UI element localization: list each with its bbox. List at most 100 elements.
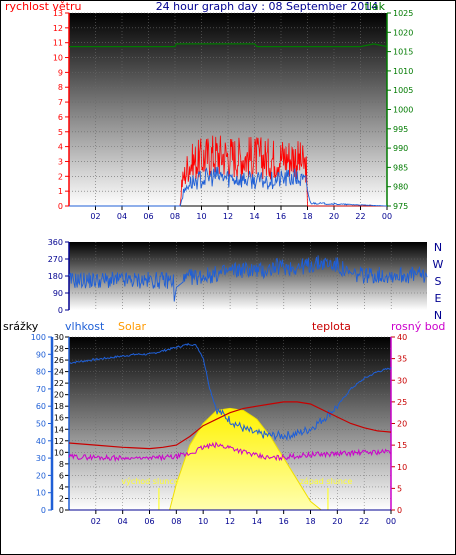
precip-axis-tick-label: 20 [36, 471, 46, 480]
wind-axis-tick-label: 1 [58, 187, 63, 196]
compass-label: W [433, 258, 444, 271]
top-series [69, 43, 388, 207]
wind-axis-tick-label: 10 [53, 54, 63, 63]
dewpoint-line [68, 441, 392, 463]
dewpoint-axis-title: rosný bod [391, 320, 445, 333]
precip-axis-tick-label: 0 [41, 506, 46, 515]
wind-axis-tick-label: 5 [58, 128, 63, 137]
top-x-tick-label: 08 [170, 212, 180, 221]
solar-axis-title: Solar [118, 320, 147, 333]
pressure-axis-tick-label: 1005 [393, 86, 413, 95]
temperature-axis-tick-label: 35 [397, 355, 407, 364]
bottom-x-tick-label: 20 [332, 517, 342, 526]
temperature-axis-tick-label: 0 [397, 506, 402, 515]
humidity-axis-tick-label: 30 [54, 333, 64, 342]
bottom-x-tick-label: 02 [91, 517, 101, 526]
humidity-axis-tick-label: 12 [54, 437, 64, 446]
precip-axis-tick-label: 50 [36, 420, 46, 429]
precip-axis-tick-label: 30 [36, 454, 46, 463]
pressure-axis-tick-label: 1020 [393, 28, 413, 37]
solar-area [158, 407, 329, 511]
wind-speed-line [69, 166, 387, 207]
top-x-tick-label: 12 [223, 212, 233, 221]
precip-axis-tick-label: 10 [36, 489, 46, 498]
humidity-axis-tick-label: 6 [59, 471, 64, 480]
bottom-x-tick-label: 00 [386, 517, 396, 526]
temperature-axis-tick-label: 20 [397, 420, 407, 429]
direction-axis-tick-label: 0 [58, 306, 63, 315]
compass-label: N [434, 309, 442, 322]
wind-axis-tick-label: 8 [58, 83, 63, 92]
humidity-axis-tick-label: 18 [54, 402, 64, 411]
bottom-axes: 0102030405060708090100024681012141618202… [31, 333, 407, 526]
top-x-tick-label: 10 [196, 212, 206, 221]
bottom-x-tick-label: 16 [279, 517, 289, 526]
precip-axis-tick-label: 70 [36, 385, 46, 394]
temperature-line [68, 401, 392, 450]
temperature-axis-tick-label: 25 [397, 398, 407, 407]
compass-label: E [435, 292, 442, 305]
pressure-axis-tick-label: 985 [393, 163, 408, 172]
humidity-axis-tick-label: 16 [54, 414, 64, 423]
bottom-x-tick-label: 08 [171, 517, 181, 526]
wind-axis-tick-label: 2 [58, 172, 63, 181]
humidity-axis-tick-label: 2 [59, 494, 64, 503]
humidity-axis-tick-label: 26 [54, 356, 64, 365]
humidity-axis-title: vlhkost [65, 320, 105, 333]
bottom-x-tick-label: 22 [359, 517, 369, 526]
precip-axis-tick-label: 90 [36, 350, 46, 359]
top-x-tick-label: 00 [382, 212, 392, 221]
precip-axis-title: srážky [3, 320, 39, 333]
pressure-axis-tick-label: 1015 [393, 48, 413, 57]
bottom-series [68, 342, 392, 463]
wind-axis-tick-label: 7 [58, 98, 63, 107]
wind-axis-tick-label: 0 [58, 202, 63, 211]
wind-direction-line [68, 255, 428, 302]
pressure-axis-tick-label: 980 [393, 183, 408, 192]
pressure-axis-tick-label: 1010 [393, 67, 413, 76]
bottom-x-tick-label: 18 [305, 517, 315, 526]
pressure-axis-tick-label: 975 [393, 202, 408, 211]
humidity-axis-tick-label: 4 [59, 483, 64, 492]
compass-label: S [435, 275, 442, 288]
direction-axis-tick-label: 270 [48, 255, 63, 264]
humidity-axis-tick-label: 10 [54, 448, 64, 457]
wind-axis-tick-label: 13 [53, 9, 63, 18]
precip-axis-tick-label: 60 [36, 402, 46, 411]
chart-title: 24 hour graph day : 08 September 2014 [156, 0, 379, 13]
pressure-axis-tick-label: 990 [393, 144, 408, 153]
top-x-tick-label: 04 [117, 212, 127, 221]
humidity-axis-tick-label: 14 [54, 425, 64, 434]
wind-axis-tick-label: 6 [58, 113, 63, 122]
direction-axis-tick-label: 180 [48, 272, 63, 281]
top-x-tick-label: 02 [90, 212, 100, 221]
humidity-axis-tick-label: 28 [54, 345, 64, 354]
bottom-x-tick-label: 14 [252, 517, 262, 526]
direction-series [68, 255, 428, 302]
temperature-axis-tick-label: 5 [397, 484, 402, 493]
humidity-line [68, 342, 392, 442]
top-x-tick-label: 16 [276, 212, 286, 221]
solar-radiation-area [168, 407, 323, 511]
temperature-axis-tick-label: 30 [397, 376, 407, 385]
temperature-axis-title: teplota [312, 320, 351, 333]
pressure-axis-tick-label: 1025 [393, 9, 413, 18]
humidity-axis-tick-label: 0 [59, 506, 64, 515]
temperature-axis-tick-label: 40 [397, 333, 407, 342]
humidity-axis-tick-label: 20 [54, 391, 64, 400]
top-x-tick-label: 14 [249, 212, 259, 221]
compass-label: N [434, 241, 442, 254]
bottom-x-tick-label: 06 [144, 517, 154, 526]
humidity-axis-tick-label: 24 [54, 368, 64, 377]
precip-axis-tick-label: 40 [36, 437, 46, 446]
wind-axis-tick-label: 4 [58, 143, 63, 152]
pressure-line [69, 43, 388, 48]
wind-axis-tick-label: 9 [58, 68, 63, 77]
top-x-tick-label: 06 [143, 212, 153, 221]
wind-axis-tick-label: 11 [53, 39, 63, 48]
bottom-x-tick-label: 12 [225, 517, 235, 526]
direction-axis-tick-label: 90 [53, 289, 63, 298]
precip-axis-tick-label: 100 [31, 333, 46, 342]
